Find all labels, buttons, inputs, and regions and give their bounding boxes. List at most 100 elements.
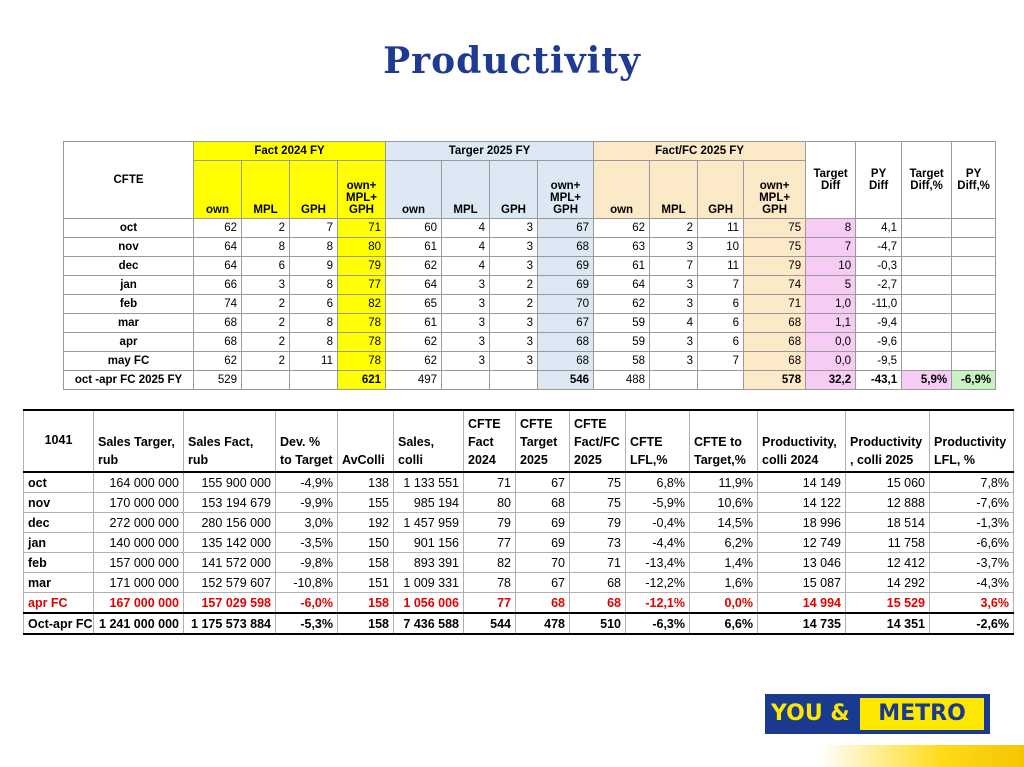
cell-col-10: 6,6% (689, 612, 758, 635)
cell-c-mpl: 3 (649, 294, 699, 314)
cell-c-gph: 7 (697, 351, 745, 371)
cell-f-sum: 77 (336, 275, 387, 295)
col-own: own (193, 160, 242, 219)
cell-f-mpl (241, 370, 290, 390)
cell-col-11: 15 087 (757, 572, 846, 593)
cell-col-1: 167 000 000 (93, 592, 184, 614)
cell-tdp (901, 351, 953, 371)
cell-col-10: 6,2% (689, 532, 758, 553)
cell-col-6: 82 (463, 552, 516, 573)
col-gph: GPH (697, 160, 745, 219)
cell-f-mpl: 2 (241, 313, 290, 333)
cell-col-13: -3,7% (929, 552, 1014, 573)
cell-label: mar (63, 313, 194, 333)
cell-col-2: 152 579 607 (183, 572, 276, 593)
cell-tdp (901, 237, 953, 257)
header-col-4: AvColli (337, 409, 394, 473)
cell-tdiff: 8 (805, 218, 857, 238)
cell-tdiff: 1,0 (805, 294, 857, 314)
cell-tdp (901, 275, 953, 295)
cell-c-gph: 10 (697, 237, 745, 257)
cell-tdiff: 10 (805, 256, 857, 276)
cell-f-sum: 621 (336, 370, 387, 390)
cell-tdiff: 0,0 (805, 351, 857, 371)
cell-pydp: -6,9% (951, 370, 997, 390)
sales-row: mar 171 000 000 152 579 607 -10,8% 151 1 009 … (23, 572, 1014, 593)
cell-t-sum: 69 (537, 275, 595, 295)
header-col-13: Productivity LFL, % (929, 409, 1014, 473)
cell-col-5: 1 009 331 (393, 572, 464, 593)
cfte-total-row: oct -apr FC 2025 FY 529 621 497 546 488 578 32,… (63, 370, 997, 390)
cell-col-3: -10,8% (275, 572, 338, 593)
cell-col-13: -6,6% (929, 532, 1014, 553)
cell-tdiff: 5 (805, 275, 857, 295)
cell-t-gph: 3 (489, 256, 539, 276)
cell-col-0: feb (23, 552, 94, 573)
sales-row: oct 164 000 000 155 900 000 -4,9% 138 1 133 5… (23, 471, 1014, 493)
cell-t-gph: 2 (489, 294, 539, 314)
decorative-stripe (820, 745, 1024, 767)
cell-f-gph (289, 370, 338, 390)
cell-col-7: 67 (515, 572, 570, 593)
cell-col-9: 6,8% (625, 471, 690, 493)
col-own: own (385, 160, 443, 219)
cell-f-own: 62 (193, 218, 242, 238)
cell-c-mpl: 7 (649, 256, 699, 276)
cell-t-mpl: 3 (441, 332, 491, 352)
cell-tdiff: 32,2 (805, 370, 857, 390)
sales-row: dec 272 000 000 280 156 000 3,0% 192 1 457 95… (23, 512, 1014, 533)
cell-col-1: 170 000 000 (93, 492, 184, 513)
cell-c-gph: 7 (697, 275, 745, 295)
cell-tdiff: 7 (805, 237, 857, 257)
cell-col-4: 151 (337, 572, 394, 593)
cell-col-5: 893 391 (393, 552, 464, 573)
cell-c-own: 59 (593, 313, 651, 333)
cell-t-own: 62 (385, 332, 443, 352)
cell-col-2: 153 194 679 (183, 492, 276, 513)
cell-pydiff: -2,7 (855, 275, 903, 295)
cell-col-4: 158 (337, 552, 394, 573)
cell-col-13: -4,3% (929, 572, 1014, 593)
cell-col-11: 14 149 (757, 471, 846, 493)
cell-t-gph: 3 (489, 351, 539, 371)
cell-col-12: 12 888 (845, 492, 930, 513)
cell-f-mpl: 8 (241, 237, 290, 257)
cell-col-3: -5,3% (275, 612, 338, 635)
cell-col-4: 158 (337, 592, 394, 614)
cell-col-1: 157 000 000 (93, 552, 184, 573)
cell-pydiff: -0,3 (855, 256, 903, 276)
cell-c-gph: 11 (697, 256, 745, 276)
cell-t-own: 65 (385, 294, 443, 314)
cell-pydp (951, 332, 997, 352)
cell-c-own: 59 (593, 332, 651, 352)
cell-f-mpl: 2 (241, 332, 290, 352)
cell-label: feb (63, 294, 194, 314)
cell-label: apr (63, 332, 194, 352)
cell-col-7: 478 (515, 612, 570, 635)
cell-c-sum: 75 (743, 218, 807, 238)
cell-c-sum: 68 (743, 332, 807, 352)
cell-col-3: -9,8% (275, 552, 338, 573)
cell-t-sum: 68 (537, 351, 595, 371)
header-col-7: CFTE Target 2025 (515, 409, 570, 473)
cell-col-12: 14 292 (845, 572, 930, 593)
cell-f-sum: 79 (336, 256, 387, 276)
col-sum: own+ MPL+ GPH (743, 160, 807, 219)
cell-col-8: 79 (569, 512, 626, 533)
cfte-row: apr 68 2 8 78 62 3 3 68 59 3 6 68 0,0 -9,6 (63, 332, 997, 352)
cell-col-9: -4,4% (625, 532, 690, 553)
cell-c-own: 63 (593, 237, 651, 257)
header-col-12: Productivity , colli 2025 (845, 409, 930, 473)
cell-col-12: 11 758 (845, 532, 930, 553)
cell-t-mpl: 4 (441, 237, 491, 257)
cell-t-gph: 3 (489, 332, 539, 352)
cell-t-gph: 3 (489, 237, 539, 257)
sales-row: nov 170 000 000 153 194 679 -9,9% 155 985 194… (23, 492, 1014, 513)
cfte-header: CFTE (63, 141, 194, 219)
cell-col-1: 171 000 000 (93, 572, 184, 593)
cell-f-gph: 8 (289, 275, 338, 295)
header-col-5: Sales, colli (393, 409, 464, 473)
cell-tdp (901, 294, 953, 314)
cell-pydp (951, 218, 997, 238)
cell-col-2: 157 029 598 (183, 592, 276, 614)
